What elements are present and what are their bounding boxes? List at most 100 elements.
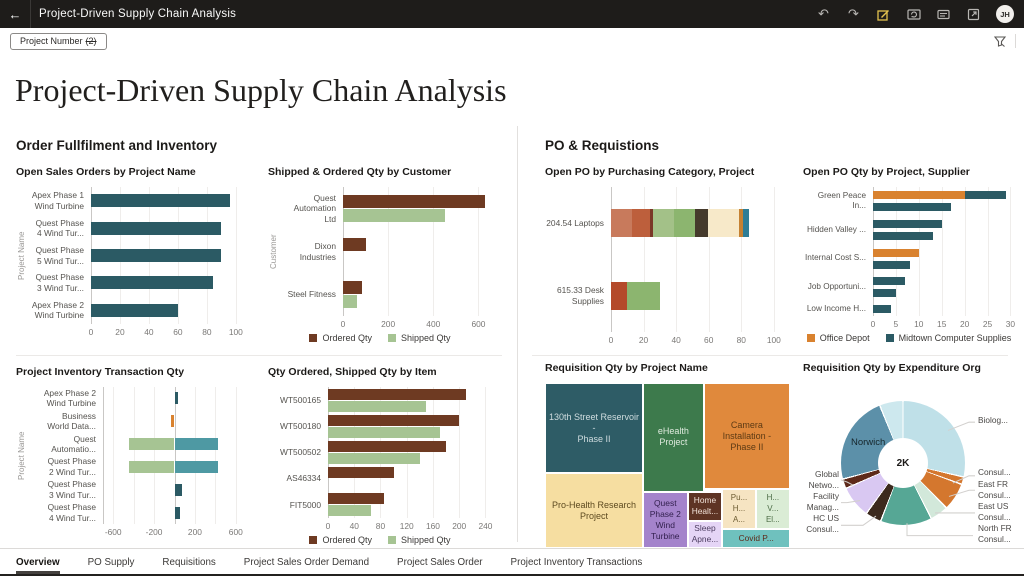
- bar-segment[interactable]: [873, 191, 965, 200]
- bar-segment[interactable]: [964, 191, 1006, 200]
- bar-segment[interactable]: [742, 209, 750, 238]
- bar[interactable]: [103, 392, 246, 405]
- tab-overview[interactable]: Overview: [16, 551, 60, 574]
- bar-segment[interactable]: [632, 209, 651, 238]
- bar[interactable]: [611, 209, 782, 238]
- bar-segment[interactable]: [652, 209, 674, 238]
- bar[interactable]: [873, 289, 1015, 298]
- bar-segment[interactable]: [328, 426, 440, 438]
- bar-segment[interactable]: [343, 238, 366, 251]
- treemap-tile[interactable]: Home Healt...: [687, 491, 723, 521]
- bar[interactable]: [328, 493, 492, 505]
- treemap-tile[interactable]: eHealth Project: [643, 383, 704, 492]
- bar-segment[interactable]: [328, 414, 460, 426]
- bar[interactable]: [328, 467, 492, 479]
- treemap-tile[interactable]: Pro-Health Research Project: [545, 473, 643, 548]
- bar-segment[interactable]: [873, 232, 933, 240]
- treemap-tile[interactable]: 130th Street Reservoir - Phase II: [545, 383, 643, 474]
- bar-segment[interactable]: [694, 209, 708, 238]
- bar[interactable]: [91, 303, 246, 317]
- bar[interactable]: [328, 426, 492, 438]
- bar-segment[interactable]: [627, 281, 660, 310]
- tab-project-sales-order[interactable]: Project Sales Order: [397, 556, 483, 568]
- bar-segment[interactable]: [91, 303, 178, 317]
- bar-segment[interactable]: [343, 209, 445, 222]
- bar-segment[interactable]: [128, 438, 175, 451]
- redo-icon[interactable]: ↷: [848, 6, 859, 21]
- bar[interactable]: [328, 414, 492, 426]
- bar-segment[interactable]: [174, 438, 219, 451]
- bar[interactable]: [873, 248, 1015, 257]
- tab-requisitions[interactable]: Requisitions: [162, 556, 216, 568]
- bar[interactable]: [103, 483, 246, 496]
- bar-segment[interactable]: [328, 467, 394, 479]
- bar[interactable]: [873, 260, 1015, 269]
- bar-segment[interactable]: [343, 281, 363, 294]
- bar[interactable]: [343, 238, 492, 251]
- bar[interactable]: [91, 276, 246, 290]
- bar-segment[interactable]: [873, 260, 910, 269]
- tab-project-inventory-transactions[interactable]: Project Inventory Transactions: [510, 556, 643, 568]
- bar[interactable]: [328, 505, 492, 517]
- bar-segment[interactable]: [328, 493, 384, 505]
- bar[interactable]: [91, 221, 246, 235]
- bar[interactable]: [873, 277, 1015, 286]
- bar[interactable]: [103, 460, 246, 473]
- bar-segment[interactable]: [873, 304, 892, 313]
- bar-segment[interactable]: [873, 289, 896, 298]
- bar-segment[interactable]: [91, 194, 231, 208]
- bar[interactable]: [873, 191, 1015, 200]
- bar-segment[interactable]: [174, 506, 181, 519]
- bar[interactable]: [343, 195, 492, 208]
- avatar[interactable]: JH: [996, 5, 1014, 23]
- bar[interactable]: [91, 194, 246, 208]
- treemap-tile[interactable]: Pu... H... A...: [722, 489, 756, 529]
- open-in-new-icon[interactable]: [966, 7, 981, 22]
- notes-icon[interactable]: [936, 7, 951, 22]
- bar-segment[interactable]: [873, 277, 906, 286]
- filter-chip-project-number[interactable]: Project Number (2): [10, 32, 107, 50]
- treemap-tile[interactable]: Camera Installation - Phase II: [703, 383, 790, 490]
- bar[interactable]: [873, 232, 1015, 240]
- bar-segment[interactable]: [707, 209, 739, 238]
- treemap-tile[interactable]: Quest Phase 2 Wind Turbine: [643, 491, 688, 548]
- bar-segment[interactable]: [673, 209, 695, 238]
- bar[interactable]: [103, 415, 246, 428]
- bar[interactable]: [343, 281, 492, 294]
- bar-segment[interactable]: [328, 441, 447, 452]
- bar[interactable]: [328, 441, 492, 452]
- tab-po-supply[interactable]: PO Supply: [87, 556, 135, 568]
- filter-icon[interactable]: [992, 34, 1007, 49]
- tab-project-sales-order-demand[interactable]: Project Sales Order Demand: [243, 556, 370, 568]
- bar-segment[interactable]: [611, 209, 633, 238]
- bar-segment[interactable]: [91, 249, 222, 263]
- bar-segment[interactable]: [91, 221, 222, 235]
- bar-segment[interactable]: [174, 392, 179, 405]
- bar[interactable]: [328, 400, 492, 412]
- bar-segment[interactable]: [328, 453, 420, 464]
- bar-segment[interactable]: [650, 209, 653, 238]
- bar-segment[interactable]: [738, 209, 743, 238]
- edit-icon[interactable]: [876, 7, 891, 22]
- bar-segment[interactable]: [328, 505, 371, 517]
- bar[interactable]: [611, 281, 782, 310]
- bar[interactable]: [873, 203, 1015, 212]
- bar-segment[interactable]: [328, 388, 466, 400]
- bar[interactable]: [91, 249, 246, 263]
- treemap-tile[interactable]: Covid P...: [722, 528, 790, 548]
- bar[interactable]: [328, 388, 492, 400]
- bar-segment[interactable]: [128, 460, 175, 473]
- bar[interactable]: [873, 220, 1015, 228]
- bar-segment[interactable]: [174, 483, 182, 496]
- bar[interactable]: [103, 506, 246, 519]
- bar[interactable]: [343, 295, 492, 308]
- back-icon[interactable]: ←: [8, 6, 22, 22]
- bar-segment[interactable]: [873, 248, 919, 257]
- bar-segment[interactable]: [611, 281, 628, 310]
- bar-segment[interactable]: [174, 460, 219, 473]
- bar-segment[interactable]: [328, 400, 427, 412]
- refresh-icon[interactable]: [906, 7, 921, 22]
- bar-segment[interactable]: [343, 195, 486, 208]
- bar[interactable]: [328, 453, 492, 464]
- bar[interactable]: [103, 438, 246, 451]
